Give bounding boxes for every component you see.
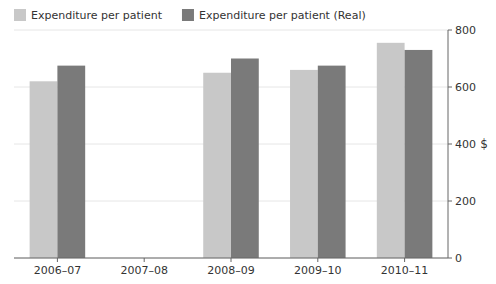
chart-svg: 0 200 400 600 800 $2006–07 2007–08 2008–09 2009–…: [0, 0, 496, 284]
axes: 0 200 400 600 800 $2006–07 2007–08 2008–09 2009–…: [14, 24, 488, 277]
bar: [377, 43, 405, 258]
legend: Expenditure per patient Expenditure per p…: [14, 9, 366, 22]
y-tick-label: 200: [455, 195, 476, 208]
y-tick: [448, 258, 452, 259]
grid-line: [14, 30, 448, 31]
y-tick: [448, 144, 452, 145]
x-tick-label: 2006–07: [34, 264, 82, 277]
legend-label: Expenditure per patient: [31, 9, 163, 22]
y-tick: [448, 30, 452, 31]
legend-label: Expenditure per patient (Real): [199, 9, 366, 22]
x-tick: [404, 258, 405, 262]
y-tick-label: 400: [455, 138, 476, 151]
y-tick-label: 0: [455, 252, 462, 265]
grid: [14, 30, 448, 258]
y-tick-label: 800: [455, 24, 476, 37]
bar: [318, 66, 346, 258]
legend-swatch: [14, 9, 26, 21]
y-tick: [448, 201, 452, 202]
x-tick: [144, 258, 145, 262]
x-tick: [57, 258, 58, 262]
y-tick: [448, 87, 452, 88]
y-tick-label: 600: [455, 81, 476, 94]
legend-swatch: [182, 9, 194, 21]
bar: [290, 70, 318, 258]
x-tick-label: 2007–08: [120, 264, 168, 277]
x-tick: [317, 258, 318, 262]
bar: [231, 59, 259, 259]
y-axis-label: $: [480, 137, 488, 151]
bar: [203, 73, 231, 258]
bars: [30, 43, 433, 258]
bar: [57, 66, 85, 258]
chart-container: 0 200 400 600 800 $2006–07 2007–08 2008–09 2009–…: [0, 0, 496, 284]
x-tick-label: 2009–10: [294, 264, 342, 277]
x-tick-label: 2010–11: [381, 264, 429, 277]
x-tick: [231, 258, 232, 262]
bar: [30, 81, 58, 258]
x-tick-label: 2008–09: [207, 264, 255, 277]
bar: [405, 50, 433, 258]
